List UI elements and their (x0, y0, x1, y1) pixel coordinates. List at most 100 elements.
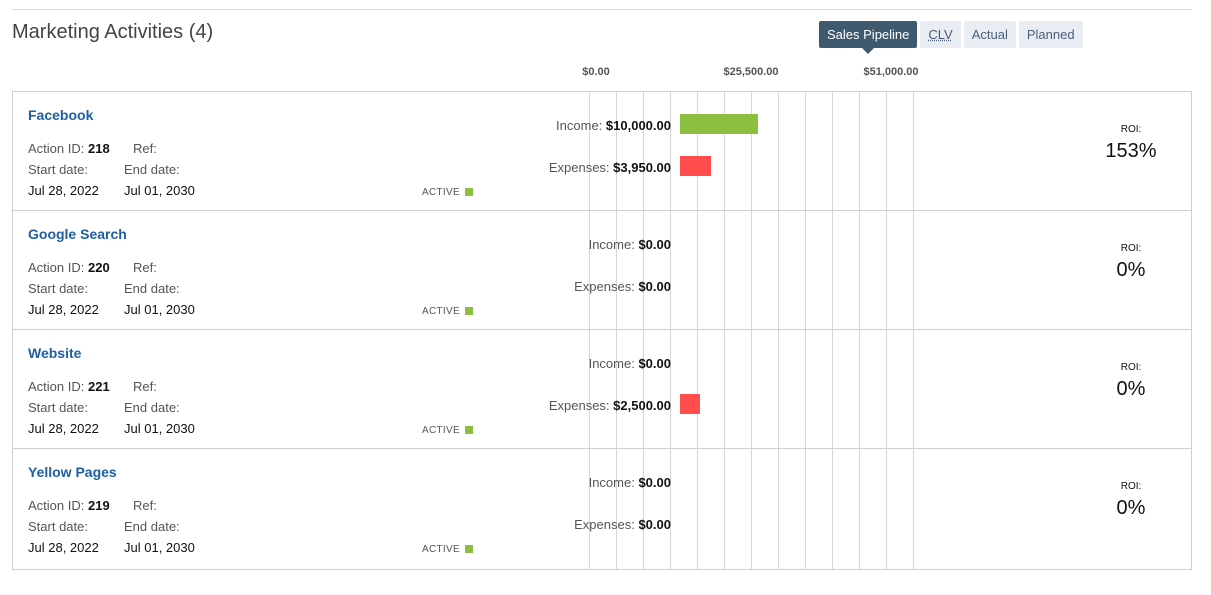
tab-actual[interactable]: Actual (963, 21, 1016, 48)
income-bar (680, 114, 758, 134)
ref-field: Ref: (133, 498, 157, 513)
page-title: Marketing Activities (4) (12, 21, 214, 43)
start-date-label: Start date: (28, 400, 88, 415)
roi-label: ROI: (1120, 243, 1142, 254)
status-indicator (464, 545, 473, 553)
income-field: Income: $0.00 (589, 475, 671, 490)
end-date-label: End date: (124, 519, 180, 534)
status-indicator (464, 307, 473, 315)
action-id-label: Action ID: (28, 498, 85, 513)
income-field: Income: $10,000.00 (556, 118, 671, 133)
expenses-label: Expenses: (548, 398, 610, 413)
roi-label: ROI: (1120, 481, 1142, 492)
start-date-value: Jul 28, 2022 (28, 302, 99, 317)
roi-value: 0% (1116, 259, 1146, 281)
grid-line (832, 92, 833, 569)
grid-line (643, 92, 644, 569)
roi-value: 0% (1116, 497, 1146, 519)
action-id-field: Action ID: 219 (28, 498, 110, 513)
ref-label: Ref: (133, 379, 157, 394)
status-indicator (464, 426, 473, 434)
end-date-label: End date: (124, 281, 180, 296)
expenses-field: Expenses: $3,950.00 (549, 160, 671, 175)
status-text: ACTIVE (422, 425, 460, 436)
grid-line (670, 92, 671, 569)
tab-label: CLV (928, 27, 953, 42)
activity-row: Website Action ID: 221 Ref: Start date: … (13, 330, 1191, 449)
end-date-label: End date: (124, 162, 180, 177)
action-id-label: Action ID: (28, 379, 85, 394)
grid-line (724, 92, 725, 569)
end-date-label: End date: (124, 400, 180, 415)
status-badge: ACTIVE (422, 187, 473, 198)
action-id-label: Action ID: (28, 141, 85, 156)
action-id-value: 219 (87, 498, 110, 513)
expenses-value: $2,500.00 (613, 398, 671, 413)
roi-value: 0% (1116, 378, 1146, 400)
status-text: ACTIVE (422, 306, 460, 317)
grid-line (589, 92, 590, 569)
ref-label: Ref: (133, 141, 157, 156)
status-text: ACTIVE (422, 544, 460, 555)
action-id-value: 220 (87, 260, 110, 275)
expenses-value: $0.00 (638, 279, 671, 294)
grid-line (886, 92, 887, 569)
activity-name-link[interactable]: Facebook (28, 107, 94, 123)
income-label: Income: (556, 118, 603, 133)
income-label: Income: (588, 356, 635, 371)
tab-label: Actual (971, 27, 1008, 42)
income-label: Income: (588, 475, 635, 490)
status-badge: ACTIVE (422, 306, 473, 317)
start-date-value: Jul 28, 2022 (28, 540, 99, 555)
grid-line (859, 92, 860, 569)
tab-planned[interactable]: Planned (1018, 21, 1083, 48)
status-indicator (464, 188, 473, 196)
action-id-label: Action ID: (28, 260, 85, 275)
view-tabs: Sales Pipeline CLV Actual Planned (819, 21, 1083, 54)
expenses-value: $0.00 (638, 517, 671, 532)
action-id-value: 218 (87, 141, 110, 156)
ref-field: Ref: (133, 379, 157, 394)
grid-line (751, 92, 752, 569)
grid-line (913, 92, 914, 569)
tab-clv[interactable]: CLV (920, 21, 961, 48)
activity-row: Google Search Action ID: 220 Ref: Start … (13, 211, 1191, 330)
ref-label: Ref: (133, 498, 157, 513)
expenses-field: Expenses: $2,500.00 (549, 398, 671, 413)
start-date-label: Start date: (28, 519, 88, 534)
action-id-field: Action ID: 221 (28, 379, 110, 394)
ref-field: Ref: (133, 141, 157, 156)
grid-line (697, 92, 698, 569)
activity-row: Facebook Action ID: 218 Ref: Start date:… (13, 92, 1191, 211)
activity-name-link[interactable]: Website (28, 345, 82, 361)
grid-line (805, 92, 806, 569)
action-id-field: Action ID: 218 (28, 141, 110, 156)
expenses-label: Expenses: (548, 160, 610, 175)
axis-tick-label: $25,500.00 (723, 66, 779, 78)
income-label: Income: (588, 237, 635, 252)
ref-label: Ref: (133, 260, 157, 275)
income-value: $0.00 (638, 356, 671, 371)
status-badge: ACTIVE (422, 544, 473, 555)
ref-field: Ref: (133, 260, 157, 275)
end-date-value: Jul 01, 2030 (124, 302, 195, 317)
roi-value: 153% (1105, 140, 1157, 162)
income-value: $0.00 (638, 475, 671, 490)
income-field: Income: $0.00 (589, 356, 671, 371)
tab-label: Sales Pipeline (827, 27, 910, 42)
expenses-field: Expenses: $0.00 (574, 279, 671, 294)
grid-line (778, 92, 779, 569)
end-date-value: Jul 01, 2030 (124, 540, 195, 555)
start-date-value: Jul 28, 2022 (28, 183, 99, 198)
tab-sales-pipeline[interactable]: Sales Pipeline (819, 21, 918, 54)
activity-name-link[interactable]: Yellow Pages (28, 464, 117, 480)
income-value: $0.00 (638, 237, 671, 252)
expense-bar (680, 394, 700, 414)
action-id-field: Action ID: 220 (28, 260, 110, 275)
status-badge: ACTIVE (422, 425, 473, 436)
expenses-value: $3,950.00 (613, 160, 671, 175)
end-date-value: Jul 01, 2030 (124, 183, 195, 198)
roi-label: ROI: (1120, 124, 1142, 135)
action-id-value: 221 (87, 379, 110, 394)
activity-name-link[interactable]: Google Search (28, 226, 127, 242)
